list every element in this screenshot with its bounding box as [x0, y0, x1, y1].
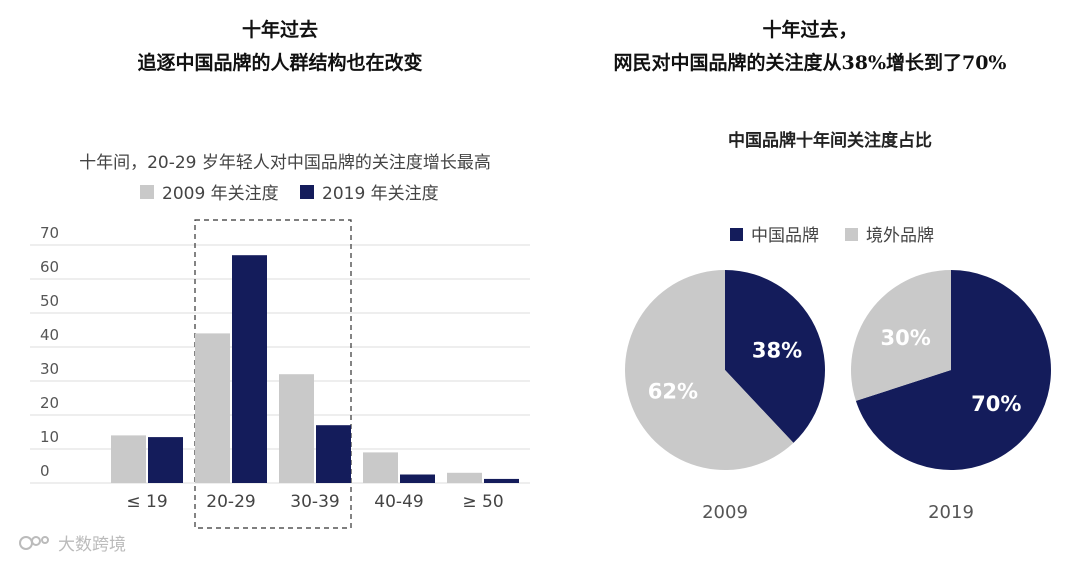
right-heading-line1: 十年过去，: [762, 19, 858, 41]
category-label: 30-39: [290, 492, 339, 512]
bar-50-1: [484, 478, 519, 483]
bar-legend: 2009 年关注度 2019 年关注度: [140, 184, 439, 204]
y-tick-label: 10: [40, 428, 59, 446]
y-tick-label: 30: [40, 360, 59, 378]
left-heading: 十年过去 追逐中国品牌的人群结构也在改变: [20, 14, 540, 80]
pie-2019-label-0: 70%: [971, 392, 1021, 416]
category-label: ≥ 50: [462, 492, 503, 512]
pie-2009-label-1: 62%: [648, 380, 698, 404]
bar-19-1: [148, 437, 183, 483]
pie-chart-title: 中国品牌十年间关注度占比: [728, 130, 932, 151]
watermark-text: 大数跨境: [58, 535, 126, 555]
pie-2019-slice-1: [851, 270, 951, 401]
pie-legend-swatch-1: [845, 228, 858, 241]
bar-50-0: [447, 472, 482, 483]
pie-2009-slice-1: [625, 270, 794, 470]
bar-2029-1: [232, 255, 267, 483]
right-heading: 十年过去， 网民对中国品牌的关注度从38%增长到了70%: [560, 14, 1060, 80]
category-label: 20-29: [206, 492, 255, 512]
left-heading-line2: 追逐中国品牌的人群结构也在改变: [137, 52, 423, 74]
y-tick-label: 60: [40, 258, 59, 276]
pie-2009-slice-0: [725, 270, 825, 443]
pie-2009-label-0: 38%: [752, 338, 802, 362]
y-tick-label: 50: [40, 292, 59, 310]
pie-2019-label-1: 30%: [881, 326, 931, 350]
right-heading-line2: 网民对中国品牌的关注度从38%增长到了70%: [613, 52, 1007, 74]
watermark: 大数跨境: [18, 530, 126, 555]
bar-3039-1: [316, 425, 351, 483]
bar-2029-0: [195, 333, 230, 483]
bar-19-0: [111, 435, 146, 483]
bar-chart: 十年间，20-29 岁年轻人对中国品牌的关注度增长最高 2009 年关注度 201…: [30, 153, 530, 529]
y-tick-label: 70: [40, 224, 59, 242]
pie-legend-label-0: 中国品牌: [751, 226, 819, 246]
pie-legend-label-1: 境外品牌: [866, 226, 934, 246]
watermark-logo-icon: [19, 535, 49, 550]
legend-swatch-0: [140, 185, 154, 199]
y-tick-label: 40: [40, 326, 59, 344]
pie-year-label: 2019: [928, 502, 974, 523]
pie-legend: 中国品牌 境外品牌: [730, 226, 934, 246]
legend-label-0: 2009 年关注度: [162, 184, 279, 204]
legend-label-1: 2019 年关注度: [322, 184, 439, 204]
pie-charts: 中国品牌十年间关注度占比 中国品牌 境外品牌 38% 62% 2009 70% 30% 20…: [625, 130, 1051, 523]
y-tick-label: 20: [40, 394, 59, 412]
bar-chart-title: 十年间，20-29 岁年轻人对中国品牌的关注度增长最高: [79, 153, 491, 173]
bar-marks: [111, 255, 519, 483]
y-tick-label: 0: [40, 462, 50, 480]
pie-group: 38% 62% 2009 70% 30% 2019: [625, 270, 1051, 523]
pie-year-label: 2009: [702, 502, 748, 523]
legend-swatch-1: [300, 185, 314, 199]
category-label: 40-49: [374, 492, 423, 512]
left-heading-line1: 十年过去: [241, 19, 318, 41]
pie-legend-swatch-0: [730, 228, 743, 241]
bar-categories: ≤ 19 20-29 30-39 40-49 ≥ 50: [126, 492, 503, 512]
bar-y-ticks: 70 60 50 40 30 20 10 0: [40, 224, 59, 480]
bar-4049-1: [400, 474, 435, 483]
bar-3039-0: [279, 374, 314, 483]
pie-2019-slice-0: [855, 270, 1051, 470]
category-label: ≤ 19: [126, 492, 167, 512]
bar-4049-0: [363, 452, 398, 483]
